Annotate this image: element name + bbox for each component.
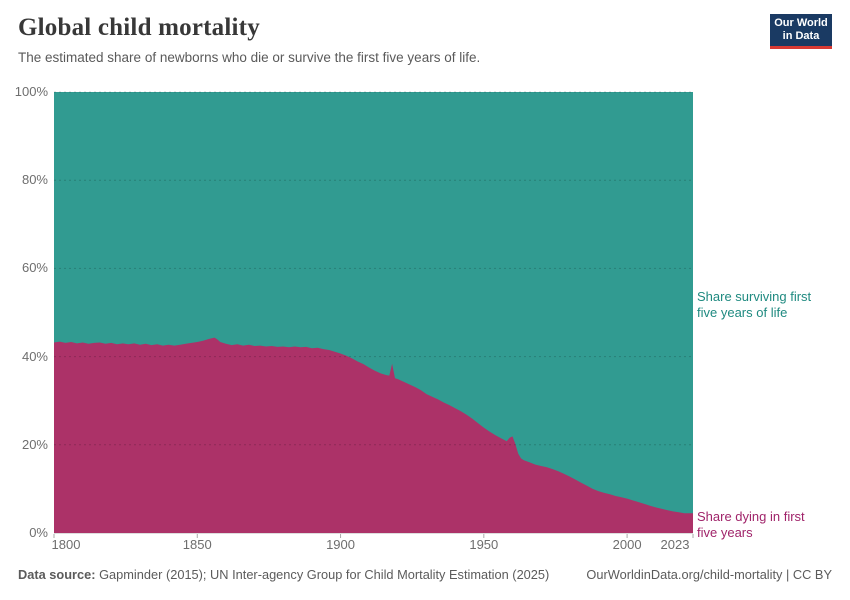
series-label-surviving-line1: Share surviving first [697, 289, 812, 304]
x-tick-label-1900: 1900 [326, 537, 355, 552]
owid-logo-line1: Our World [774, 17, 828, 29]
data-source-text: Gapminder (2015); UN Inter-agency Group … [95, 567, 550, 582]
x-tick-label-2023: 2023 [660, 537, 690, 552]
series-label-surviving: Share surviving first five years of life [697, 289, 847, 321]
series-label-surviving-line2: five years of life [697, 305, 788, 320]
owid-logo[interactable]: Our World in Data [770, 14, 832, 49]
area-dying [54, 337, 693, 533]
chart-footer: Data source: Gapminder (2015); UN Inter-… [18, 567, 832, 582]
y-tick-label-20: 20% [21, 436, 48, 452]
page-title: Global child mortality [18, 14, 260, 41]
owid-logo-line2: in Data [782, 30, 820, 42]
series-label-dying: Share dying in first five years [697, 509, 847, 541]
y-tick-label-100: 100% [14, 84, 48, 99]
y-tick-label-0: 0% [29, 525, 48, 540]
y-tick-label-60: 60% [21, 260, 48, 276]
y-tick-label-40: 40% [21, 348, 48, 364]
x-tick-label-1950: 1950 [469, 537, 499, 552]
data-source-note: Data source: Gapminder (2015); UN Inter-… [18, 567, 549, 582]
series-label-dying-line2: five years [697, 525, 753, 540]
x-tick-label-1800: 1800 [51, 537, 81, 552]
data-source-label: Data source: [18, 567, 96, 582]
x-tick-label-1850: 1850 [182, 537, 212, 552]
footer-link: OurWorldinData.org/child-mortality | CC … [586, 567, 832, 582]
y-tick-label-80: 80% [21, 172, 48, 188]
series-label-dying-line1: Share dying in first [697, 509, 805, 524]
x-tick-label-2000: 2000 [612, 537, 642, 552]
chart-subtitle: The estimated share of newborns who die … [18, 50, 481, 65]
